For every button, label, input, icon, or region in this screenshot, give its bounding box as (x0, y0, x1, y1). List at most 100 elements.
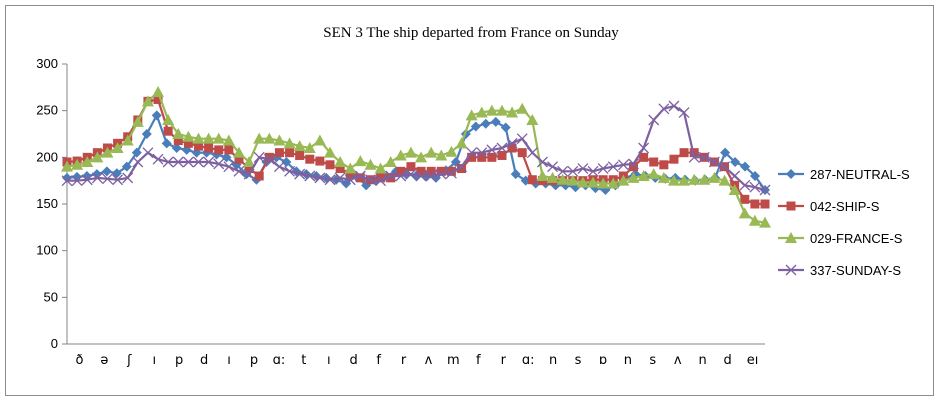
data-point (435, 168, 447, 180)
legend-item: 029-FRANCE-S (778, 231, 903, 246)
data-point (222, 134, 235, 146)
data-point (305, 154, 315, 164)
data-point (172, 156, 184, 168)
data-point (617, 174, 630, 186)
data-point (131, 115, 144, 127)
legend-item: 337-SUNDAY-S (778, 263, 901, 278)
y-tick-label: 150 (36, 196, 58, 211)
legend-label: 287-NEUTRAL-S (810, 167, 910, 182)
data-point (476, 147, 488, 159)
data-point (649, 157, 659, 167)
data-point (526, 147, 538, 159)
data-point (639, 152, 649, 162)
x-tick-label: m (447, 353, 460, 368)
data-point (708, 156, 720, 168)
data-point (587, 165, 599, 177)
x-tick-label: r (501, 353, 507, 368)
data-point (385, 170, 397, 182)
data-point (396, 166, 406, 176)
data-point (376, 173, 386, 183)
series-337-sunday-s (61, 100, 771, 196)
data-point (273, 161, 285, 173)
data-point (708, 171, 721, 183)
legend: 287-NEUTRAL-S 042-SHIP-S 029-FRANCE-S 337-S… (778, 167, 910, 278)
series-line (67, 104, 766, 192)
data-point (194, 141, 204, 151)
x-tick-label: r (401, 353, 407, 368)
data-point (678, 174, 691, 186)
data-point (324, 174, 336, 186)
data-point (667, 174, 680, 186)
data-point (244, 164, 254, 174)
data-point (556, 173, 569, 185)
data-point (273, 134, 286, 146)
data-point (354, 170, 366, 182)
data-point (325, 160, 335, 170)
data-point (171, 143, 182, 153)
data-point (527, 175, 537, 185)
data-point (204, 143, 214, 153)
data-point (213, 158, 225, 170)
data-point (214, 145, 224, 155)
x-tick-label: t (301, 353, 306, 368)
data-point (748, 214, 761, 226)
data-point (487, 152, 497, 162)
series-line (66, 98, 765, 206)
data-point (517, 148, 527, 158)
data-point (263, 153, 275, 165)
legend-label: 042-SHIP-S (810, 199, 880, 214)
x-tick-label: s (575, 353, 582, 368)
data-point (526, 114, 539, 125)
data-point (738, 207, 751, 219)
data-point (500, 122, 511, 133)
data-point (457, 164, 467, 174)
x-tick-label: ɑ: (522, 353, 535, 368)
data-point (607, 177, 620, 189)
x-tick-label: ə (100, 353, 108, 368)
chart-frame: SEN 3 The ship departed from France on S… (5, 5, 934, 396)
data-point (192, 132, 205, 144)
x-tick-label: d (350, 353, 358, 368)
data-point (497, 150, 507, 160)
data-point (315, 156, 325, 166)
data-point (324, 146, 337, 158)
data-point (506, 137, 518, 149)
data-point (436, 166, 446, 176)
data-point (730, 157, 741, 167)
x-tick-label: p (250, 353, 258, 368)
data-point (405, 168, 417, 180)
data-point (224, 145, 234, 155)
series-layer (61, 86, 771, 228)
data-point (141, 129, 152, 139)
data-point (172, 128, 185, 139)
data-point (587, 176, 600, 188)
data-point (71, 158, 84, 170)
y-tick-label: 250 (36, 103, 58, 118)
data-point (496, 142, 508, 154)
legend-label: 029-FRANCE-S (810, 231, 903, 246)
x-tick-label: ɒ (599, 353, 607, 368)
data-point (416, 166, 426, 176)
data-point (384, 156, 397, 167)
data-point (91, 172, 103, 184)
data-point (516, 102, 529, 114)
data-point (183, 138, 193, 148)
data-point (386, 173, 396, 183)
data-point (71, 175, 83, 187)
data-point (303, 142, 316, 153)
series-042-ship-s (62, 94, 770, 209)
x-tick-label: d (200, 353, 208, 368)
data-point (253, 132, 266, 144)
data-point (314, 172, 326, 184)
data-point (132, 156, 144, 168)
data-point (638, 142, 650, 154)
data-point (253, 151, 265, 163)
data-point (121, 161, 132, 172)
data-point (490, 116, 501, 127)
data-point (750, 199, 760, 209)
data-point (486, 144, 498, 156)
data-point (480, 118, 491, 129)
data-point (162, 114, 175, 125)
data-point (142, 147, 154, 159)
